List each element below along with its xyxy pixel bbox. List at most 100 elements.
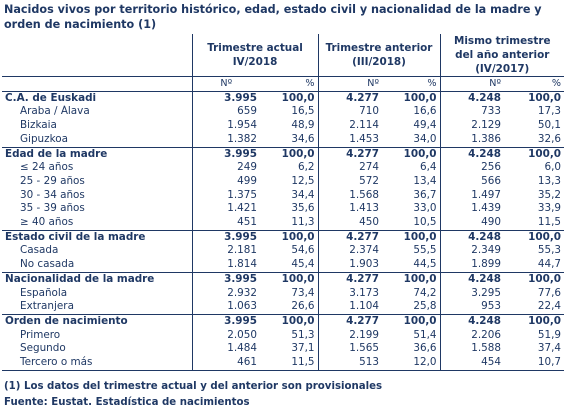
value-percent: 51,3 [291,328,315,341]
value-count: 1.568 [317,188,382,203]
table-row: Extranjera 1.063 26,6 1.104 25,8 953 22,4 [2,300,564,315]
value-count: 3.995 [191,146,260,162]
value-count: 4.248 [439,146,504,162]
section-label: Nacionalidad de la madre [2,271,192,287]
value-count: 1.565 [317,342,382,357]
row-label: Segundo [20,342,66,355]
col-n: Nº [191,76,260,92]
table-row: No casada 1.814 45,4 1.903 44,5 1.899 44,7 [2,258,564,273]
value-percent: 33,9 [537,202,561,215]
value-count: 1.484 [191,342,260,357]
row-label: Bizkaia [20,119,57,132]
value-count: 454 [439,356,504,371]
value-percent: 26,6 [291,300,315,313]
table-row: ≤ 24 años 249 6,2 274 6,4 256 6,0 [2,161,564,175]
value-count: 2.374 [317,244,382,259]
row-label: No casada [20,258,75,271]
value-percent: 100,0 [382,146,440,162]
value-count: 566 [439,174,504,189]
value-percent: 100,0 [382,271,440,287]
value-percent: 6,0 [544,161,561,174]
value-percent: 13,3 [537,174,561,187]
col-pct: % [260,76,318,92]
col-n: Nº [317,76,382,92]
col-pct: % [504,76,564,92]
value-count: 1.386 [439,132,504,148]
value-percent: 35,6 [291,202,315,215]
value-percent: 48,9 [291,119,315,132]
table-row: Española 2.932 73,4 3.173 74,2 3.295 77,6 [2,286,564,301]
header-previous-quarter: Trimestre anterior (III/2018) [317,34,440,77]
value-percent: 34,4 [291,188,315,201]
value-count: 499 [191,174,260,189]
row-label: ≤ 24 años [20,161,74,174]
value-percent: 12,5 [291,174,315,187]
value-count: 3.995 [191,271,260,287]
row-label: 35 - 39 años [20,202,85,215]
value-percent: 10,5 [413,216,437,229]
row-label: Casada [20,244,59,257]
value-count: 1.375 [191,188,260,203]
value-count: 450 [317,216,382,231]
value-count: 1.899 [439,258,504,273]
value-count: 4.277 [317,271,382,287]
row-label: Extranjera [20,300,74,313]
value-count: 4.277 [317,313,382,329]
row-label: ≥ 40 años [20,216,74,229]
source-note: Fuente: Eustat. Estadística de nacimient… [4,397,250,408]
col-pct: % [382,76,440,92]
value-count: 1.063 [191,300,260,315]
value-count: 733 [439,105,504,120]
value-percent: 55,3 [537,244,561,257]
value-percent: 51,9 [537,328,561,341]
header-previous-quarter-line1: Trimestre anterior [325,42,433,54]
value-percent: 16,5 [291,105,315,118]
row-label: Gipuzkoa [20,132,68,145]
births-table: Trimestre actual IV/2018 Trimestre anter… [2,34,564,371]
value-count: 4.248 [439,90,504,106]
value-percent: 36,7 [413,188,437,201]
col-n: Nº [439,76,504,92]
section-label: Estado civil de la madre [2,229,192,245]
value-percent: 16,6 [413,105,437,118]
value-count: 1.814 [191,258,260,273]
value-count: 1.497 [439,188,504,203]
value-count: 1.413 [317,202,382,217]
value-percent: 100,0 [382,229,440,245]
value-count: 1.104 [317,300,382,315]
value-percent: 11,3 [291,216,315,229]
table-row: 35 - 39 años 1.421 35,6 1.413 33,0 1.439 33,9 [2,202,564,217]
value-count: 2.129 [439,119,504,133]
value-count: 572 [317,174,382,189]
value-percent: 17,3 [537,105,561,118]
value-count: 3.995 [191,313,260,329]
value-count: 490 [439,216,504,231]
value-count: 4.248 [439,271,504,287]
value-percent: 33,0 [413,202,437,215]
value-count: 1.439 [439,202,504,217]
value-percent: 77,6 [537,286,561,299]
row-label: Araba / Álava [20,105,90,118]
value-percent: 100,0 [504,90,564,106]
section-row: Estado civil de la madre 3.995 100,0 4.277 1… [2,229,564,245]
section-row: C.A. de Euskadi 3.995 100,0 4.277 100,0 4.248… [2,90,564,106]
value-count: 2.206 [439,328,504,343]
value-percent: 49,4 [413,119,437,132]
value-percent: 6,4 [419,161,437,174]
table-row: Gipuzkoa 1.382 34,6 1.453 34,0 1.386 32,6 [2,132,564,148]
table-body: C.A. de Euskadi 3.995 100,0 4.277 100,0 4.248… [2,90,564,371]
value-count: 249 [191,161,260,175]
value-percent: 74,2 [413,286,437,299]
row-label: Primero [20,328,61,341]
section-row: Edad de la madre 3.995 100,0 4.277 100,0 4.24… [2,146,564,162]
footnote: (1) Los datos del trimestre actual y del… [4,381,383,392]
value-percent: 34,6 [291,132,315,145]
value-count: 1.954 [191,119,260,133]
value-percent: 44,5 [413,258,437,271]
value-count: 1.382 [191,132,260,148]
value-count: 513 [317,356,382,371]
header-previous-quarter-line2: (III/2018) [352,56,406,68]
value-percent: 100,0 [260,313,318,329]
value-percent: 37,1 [291,342,315,355]
value-count: 4.248 [439,229,504,245]
